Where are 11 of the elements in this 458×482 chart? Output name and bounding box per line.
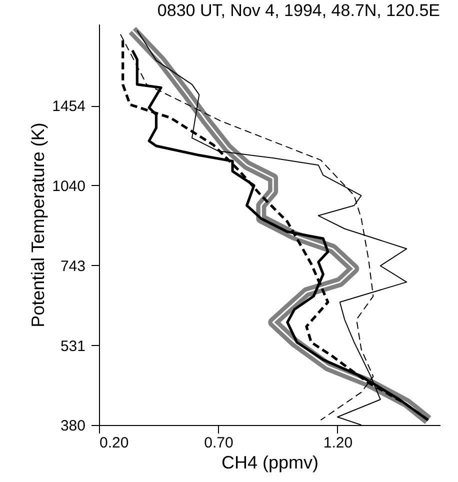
x-tick-label: 0.20	[100, 434, 129, 452]
chart-title: 0830 UT, Nov 4, 1994, 48.7N, 120.5E	[157, 1, 440, 20]
x-tick-label: 0.70	[204, 434, 234, 452]
y-axis-title: Potential Temperature (K)	[28, 122, 48, 328]
y-tick-label: 1454	[52, 98, 86, 116]
x-axis-title: CH4 (ppmv)	[221, 452, 319, 472]
y-tick-label: 1040	[52, 178, 86, 195]
x-tick-label: 1.20	[323, 434, 353, 452]
y-tick-label: 380	[60, 418, 86, 434]
y-tick-label: 531	[60, 338, 86, 355]
y-tick-label: 743	[60, 258, 86, 275]
